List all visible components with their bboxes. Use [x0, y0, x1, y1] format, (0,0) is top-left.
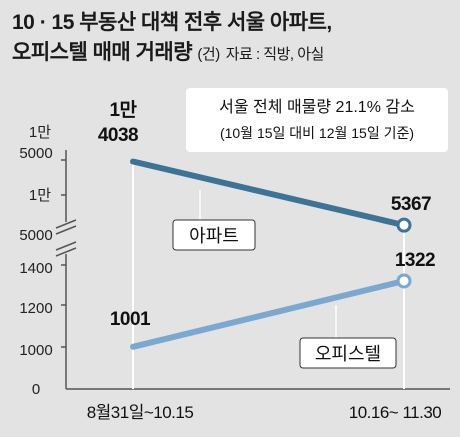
y-tick-label-man-b-bot: 5000: [19, 227, 52, 244]
axis-break-mark-upper: [55, 219, 77, 235]
data-label-apartment-end: 5367: [391, 194, 431, 215]
data-label-apartment-start-top: 1만: [109, 99, 137, 121]
note-line2: (10월 15일 대비 12월 15일 기준): [220, 125, 414, 141]
series-line-apartment: [130, 158, 407, 229]
series-name-apartment: 아파트: [189, 226, 239, 246]
y-tick-label-1200: 1200: [19, 300, 52, 317]
y-tick-label-1400: 1400: [19, 260, 52, 277]
x-category-label-0: 8월31일~10.15: [87, 403, 194, 422]
data-label-officetel-start: 1001: [110, 309, 151, 330]
y-ticks: [61, 159, 66, 348]
source-label: 자료 : 직방, 아실: [225, 46, 325, 63]
y-tick-label-man-a-bot: 5000: [19, 145, 52, 162]
y-tick-label-man-b-top: 1만: [29, 187, 51, 204]
chart-title-line1: 10 · 15 부동산 대책 전후 서울 아파트,: [12, 11, 332, 34]
x-category-label-1: 10.16~ 11.30: [349, 403, 442, 422]
data-label-apartment-start-bottom: 4038: [98, 125, 138, 146]
series-name-officetel: 오피스텔: [315, 344, 381, 364]
series-line-officetel: [130, 277, 407, 350]
y-tick-label-man-a-top: 1만: [29, 124, 51, 141]
note-line1: 서울 전체 매물량 21.1% 감소: [219, 98, 415, 116]
series-label-box-apartment: [172, 219, 256, 251]
note-box: [186, 88, 448, 152]
axis-break-mark-lower: [55, 241, 77, 257]
chart-title-line2: 오피스텔 매매 거래량 (건) 자료 : 직방, 아실: [12, 36, 324, 66]
data-point-apartment-end: [396, 217, 412, 233]
y-tick-label-1000: 1000: [19, 342, 52, 359]
chart-title-line2-text: 오피스텔 매매 거래량: [12, 41, 193, 64]
y-tick-label-0: 0: [32, 381, 40, 398]
unit-label: (건): [197, 46, 220, 63]
series-label-box-officetel: [299, 337, 397, 369]
data-point-officetel-end: [396, 273, 412, 289]
data-label-officetel-end: 1322: [395, 250, 435, 271]
